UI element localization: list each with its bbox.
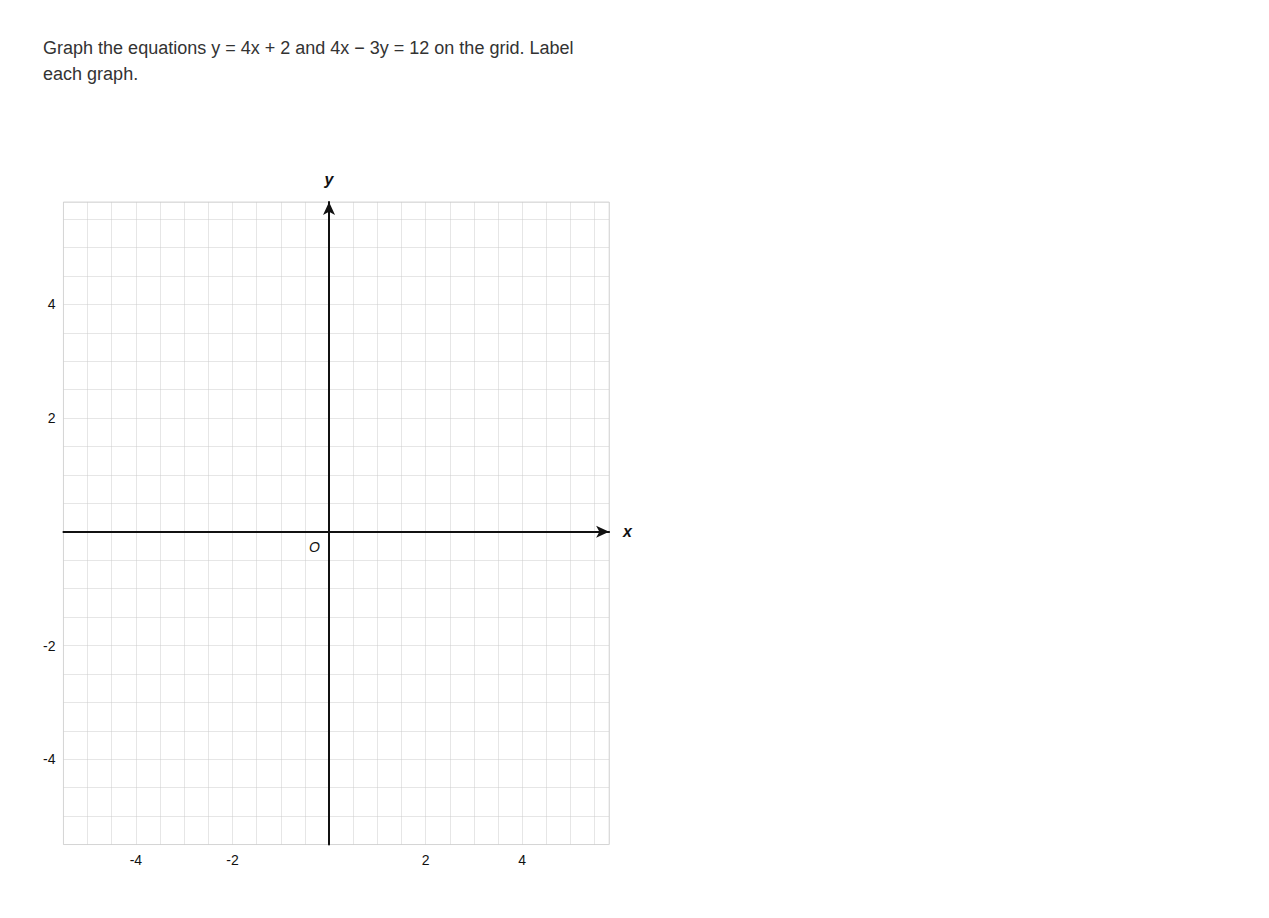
svg-text:O: O [309,539,320,555]
svg-text:4: 4 [48,296,56,312]
svg-text:2: 2 [422,852,430,868]
svg-text:2: 2 [48,410,56,426]
svg-text:Graph the equations y = 4x + 2: Graph the equations y = 4x + 2 and 4x − … [43,38,573,58]
svg-text:x: x [622,523,633,540]
svg-text:y: y [324,171,335,188]
svg-text:-2: -2 [43,638,56,654]
svg-text:each graph.: each graph. [43,64,138,84]
svg-text:-4: -4 [43,751,56,767]
svg-text:4: 4 [518,852,526,868]
svg-text:-4: -4 [130,852,143,868]
svg-text:-2: -2 [226,852,239,868]
